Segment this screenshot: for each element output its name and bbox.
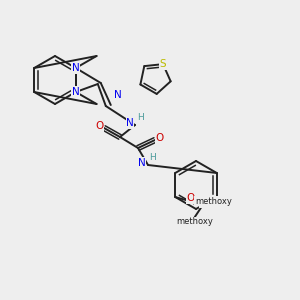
Text: N: N — [72, 63, 80, 73]
Text: O: O — [200, 197, 208, 207]
Text: N: N — [72, 87, 80, 97]
Text: N: N — [126, 118, 134, 128]
Text: N: N — [114, 90, 122, 100]
Text: H: H — [148, 154, 155, 163]
Text: N: N — [138, 158, 146, 168]
Text: methoxy: methoxy — [195, 196, 232, 206]
Text: H: H — [136, 113, 143, 122]
Text: O: O — [156, 133, 164, 143]
Text: O: O — [186, 193, 194, 203]
Text: O: O — [95, 121, 103, 131]
Text: methoxy: methoxy — [176, 218, 213, 226]
Text: S: S — [160, 59, 166, 69]
